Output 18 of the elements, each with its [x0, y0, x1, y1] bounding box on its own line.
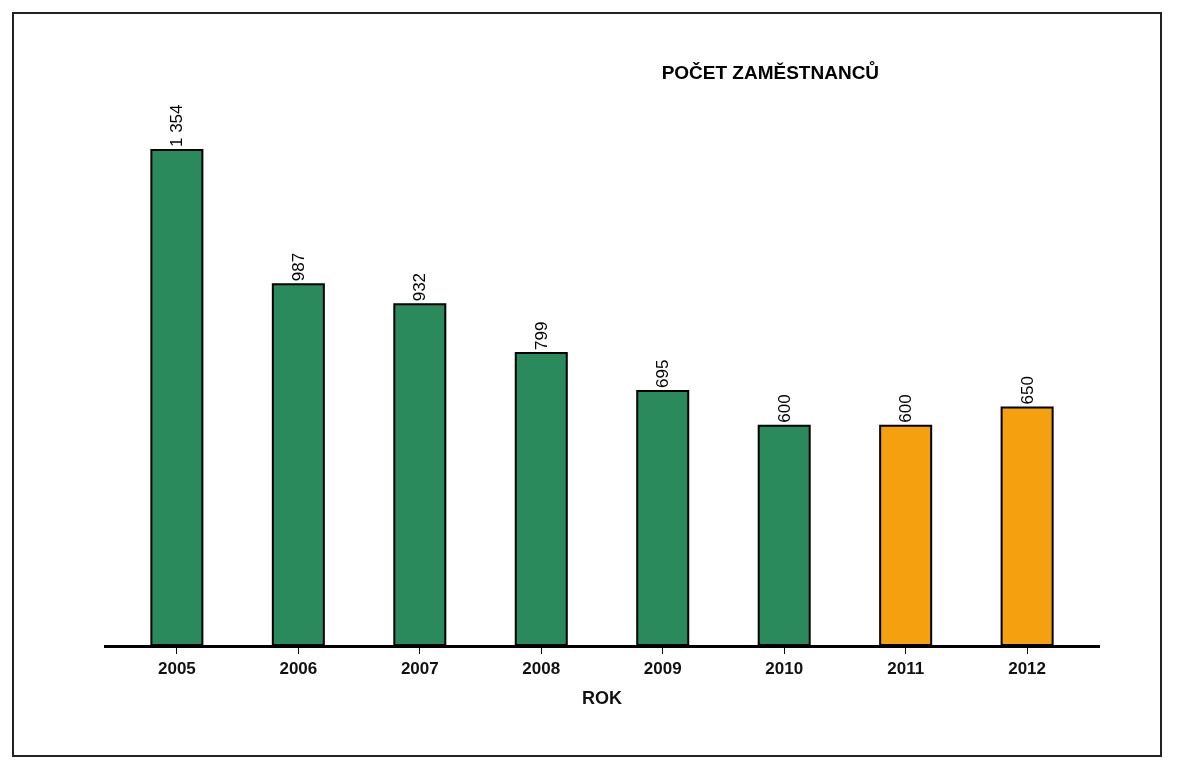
x-tick-label: 2011	[887, 659, 925, 679]
data-label: 1 354	[167, 104, 187, 148]
data-label: 600	[896, 394, 916, 423]
x-tick-label: 2009	[643, 659, 682, 679]
x-axis-title: ROK	[582, 687, 622, 708]
x-tick-label: 2005	[157, 659, 196, 679]
data-label: 650	[1017, 376, 1037, 405]
x-tick-label: 2006	[279, 659, 318, 679]
data-label: 932	[410, 272, 430, 302]
x-tick-label: 2012	[1008, 659, 1047, 679]
data-label: 600	[774, 394, 794, 423]
data-label: 799	[531, 321, 551, 350]
x-tick-label: 2010	[765, 659, 804, 679]
data-label: 987	[288, 252, 308, 282]
data-label: 695	[653, 359, 673, 388]
x-tick-label: 2008	[522, 659, 561, 679]
chart-title: POČET ZAMĚSTNANCŮ	[661, 61, 880, 84]
x-tick-label: 2007	[400, 659, 439, 679]
